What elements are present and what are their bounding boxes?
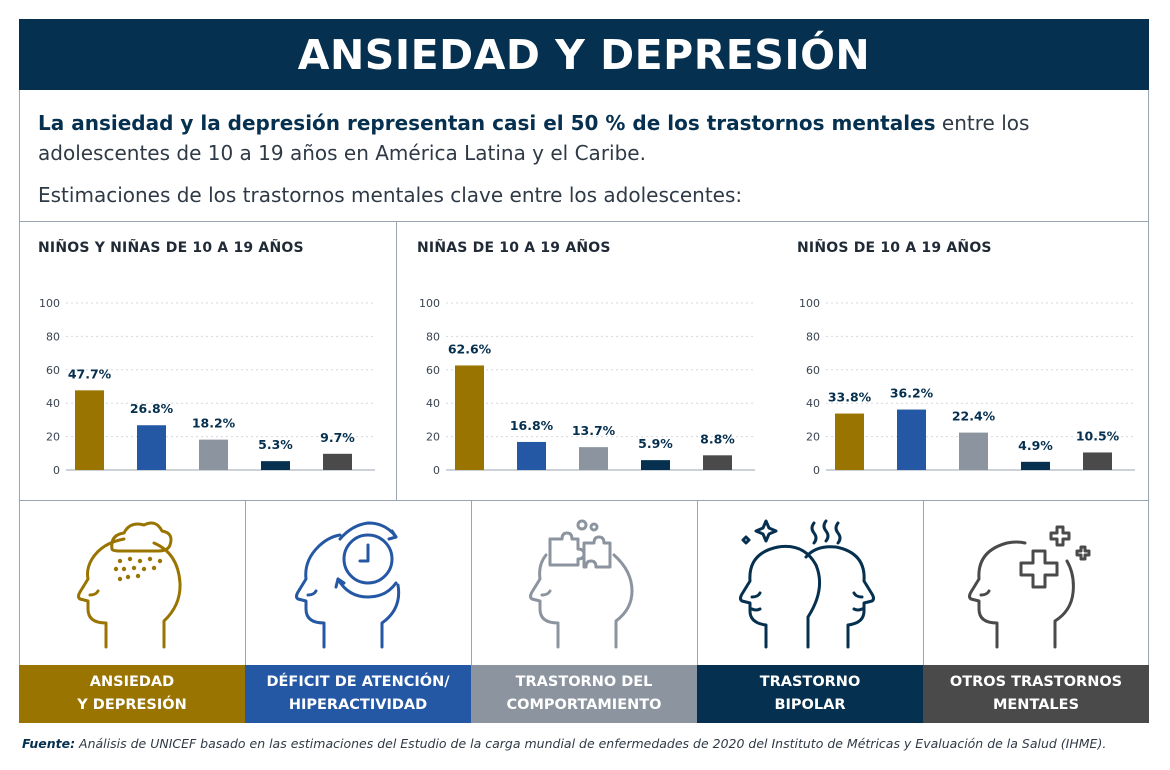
divider-icon-2: [471, 500, 472, 665]
divider-icon-1: [245, 500, 246, 665]
y-tick-label: 100: [419, 297, 440, 310]
category-label-line2: HIPERACTIVIDAD: [288, 697, 428, 713]
head-cloud-rain-icon: [76, 521, 182, 648]
category-label-line2: MENTALES: [992, 697, 1080, 713]
title-bar: ANSIEDAD Y DEPRESIÓN: [19, 19, 1149, 90]
icon-cell-anxiety: [20, 500, 245, 665]
intro-lead-rest: entre los adolescentes de 10 a 19 años e…: [38, 111, 1030, 165]
y-tick-label: 20: [426, 431, 440, 444]
bar: [641, 460, 670, 470]
y-tick-label: 60: [426, 364, 440, 377]
y-tick-label: 80: [806, 330, 820, 343]
head-puzzle-icon: [528, 519, 633, 648]
category-label-behavior: TRASTORNO DEL COMPORTAMIENTO: [471, 665, 697, 723]
bar-value-label: 18.2%: [192, 416, 236, 431]
category-label-anxiety: ANSIEDAD Y DEPRESIÓN: [19, 665, 245, 723]
bar-value-label: 33.8%: [828, 390, 872, 405]
category-label-bipolar: TRASTORNO BIPOLAR: [697, 665, 923, 723]
category-label-other: OTROS TRASTORNOS MENTALES: [923, 665, 1149, 723]
category-label-line2: Y DEPRESIÓN: [77, 697, 187, 713]
category-label-line2: COMPORTAMIENTO: [506, 697, 662, 713]
category-label-line1: DÉFICIT DE ATENCIÓN/: [266, 674, 450, 690]
y-tick-label: 0: [433, 464, 440, 477]
head-clock-icon: [294, 521, 400, 648]
chart-title-girls: NIÑAS DE 10 A 19 AÑOS: [417, 240, 611, 256]
intro-text: La ansiedad y la depresión representan c…: [38, 108, 1128, 210]
page-title: ANSIEDAD Y DEPRESIÓN: [297, 30, 871, 79]
source-text: Análisis de UNICEF basado en las estimac…: [75, 736, 1107, 751]
y-tick-label: 40: [806, 397, 820, 410]
bar-chart-all: 0 20 40 60 80 100 47.7% 26.8% 18.2% 5.3% 9.7%: [39, 297, 375, 477]
chart-title-all: NIÑOS Y NIÑAS DE 10 A 19 AÑOS: [38, 240, 304, 256]
bar: [137, 425, 166, 470]
category-label-adhd: DÉFICIT DE ATENCIÓN/ HIPERACTIVIDAD: [245, 665, 471, 723]
icon-cell-adhd: [246, 500, 471, 665]
bar-chart-girls: 0 20 40 60 80 100 62.6% 16.8% 13.7% 5.9% 8.8%: [419, 297, 755, 477]
icon-cell-other: [924, 500, 1149, 665]
bar-value-label: 62.6%: [448, 341, 492, 356]
bar: [579, 447, 608, 470]
divider-charts: [19, 500, 1149, 501]
bar: [835, 413, 864, 470]
category-label-line1: TRASTORNO: [759, 674, 861, 690]
bar-value-label: 13.7%: [572, 423, 616, 438]
bar-value-label: 5.9%: [638, 436, 673, 451]
category-label-line1: TRASTORNO DEL: [515, 674, 653, 690]
bar: [323, 453, 352, 470]
category-label-line2: BIPOLAR: [774, 697, 846, 713]
divider-icon-3: [697, 500, 698, 665]
bar-value-label: 4.9%: [1018, 438, 1053, 453]
y-tick-label: 20: [46, 431, 60, 444]
y-tick-label: 0: [813, 464, 820, 477]
source-note: Fuente: Análisis de UNICEF basado en las…: [22, 736, 1106, 751]
bar-chart-boys: 0 20 40 60 80 100 33.8% 36.2% 22.4% 4.9% 10.5%: [799, 297, 1135, 477]
y-tick-label: 80: [46, 330, 60, 343]
category-label-line1: ANSIEDAD: [89, 674, 175, 690]
category-label-line1: OTROS TRASTORNOS: [949, 674, 1123, 690]
intro-lead: La ansiedad y la depresión representan c…: [38, 108, 1128, 168]
intro-lead-bold: La ansiedad y la depresión representan c…: [38, 111, 936, 135]
bar-value-label: 10.5%: [1076, 428, 1120, 443]
bar: [1083, 452, 1112, 470]
bar: [1021, 461, 1050, 470]
intro-subtitle: Estimaciones de los trastornos mentales …: [38, 183, 743, 207]
bar-value-label: 8.8%: [700, 431, 735, 446]
bar: [199, 439, 228, 470]
bar-value-label: 26.8%: [130, 401, 174, 416]
icon-cell-behavior: [472, 500, 697, 665]
y-tick-label: 40: [46, 397, 60, 410]
y-tick-label: 0: [53, 464, 60, 477]
y-tick-label: 80: [426, 330, 440, 343]
y-tick-label: 100: [799, 297, 820, 310]
chart-title-boys: NIÑOS DE 10 A 19 AÑOS: [797, 240, 992, 256]
icon-cell-bipolar: [698, 500, 923, 665]
bar: [959, 432, 988, 470]
divider-icon-4: [923, 500, 924, 665]
y-tick-label: 20: [806, 431, 820, 444]
source-label: Fuente:: [22, 736, 76, 751]
bar-value-label: 36.2%: [890, 386, 934, 401]
divider-intro: [19, 221, 1149, 222]
bar: [261, 461, 290, 470]
bar: [517, 441, 546, 470]
y-tick-label: 60: [46, 364, 60, 377]
bar-value-label: 47.7%: [68, 366, 112, 381]
two-heads-icon: [738, 519, 875, 648]
bar: [75, 390, 104, 470]
bar: [703, 455, 732, 470]
bar-value-label: 22.4%: [952, 409, 996, 424]
head-cross-icon: [967, 525, 1090, 648]
bar: [897, 409, 926, 470]
divider-chart-1: [396, 221, 397, 500]
bar-value-label: 9.7%: [320, 430, 355, 445]
bar-value-label: 16.8%: [510, 418, 554, 433]
bar-value-label: 5.3%: [258, 437, 293, 452]
y-tick-label: 60: [806, 364, 820, 377]
y-tick-label: 100: [39, 297, 60, 310]
bar: [455, 365, 484, 470]
y-tick-label: 40: [426, 397, 440, 410]
